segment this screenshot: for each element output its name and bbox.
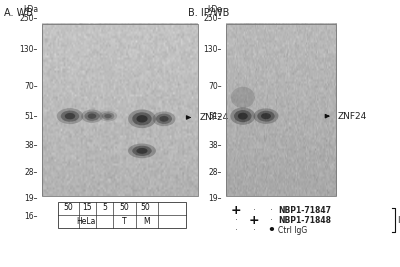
Text: ·: · [270, 205, 273, 215]
Text: 16–: 16– [24, 212, 38, 221]
Text: +: + [249, 214, 259, 227]
Text: 38–: 38– [208, 141, 222, 150]
Ellipse shape [57, 108, 83, 124]
Ellipse shape [231, 87, 255, 108]
Text: kDa: kDa [207, 5, 222, 14]
Text: 5: 5 [102, 203, 107, 212]
Text: 70–: 70– [208, 82, 222, 91]
Text: T: T [122, 217, 127, 226]
Ellipse shape [136, 115, 148, 123]
Ellipse shape [84, 112, 100, 121]
Text: 50: 50 [120, 203, 129, 212]
Text: ·: · [234, 225, 238, 235]
Text: NBP1-71847: NBP1-71847 [278, 206, 331, 215]
Ellipse shape [102, 112, 114, 120]
Ellipse shape [238, 113, 248, 120]
Text: 19–: 19– [24, 194, 38, 203]
Text: ZNF24: ZNF24 [338, 112, 367, 121]
Text: ·: · [252, 225, 256, 235]
Ellipse shape [152, 111, 176, 126]
Text: ·: · [270, 215, 273, 225]
Text: ·: · [234, 215, 238, 225]
Ellipse shape [88, 113, 96, 119]
Text: Ctrl IgG: Ctrl IgG [278, 226, 307, 235]
Text: 130–: 130– [20, 45, 38, 54]
Text: M: M [144, 217, 150, 226]
Text: 38–: 38– [24, 141, 38, 150]
Text: HeLa: HeLa [76, 217, 95, 226]
Ellipse shape [136, 148, 148, 154]
Ellipse shape [99, 111, 117, 121]
Ellipse shape [61, 111, 79, 122]
Text: 15: 15 [82, 203, 92, 212]
Text: 250–: 250– [20, 14, 38, 23]
Text: 19–: 19– [208, 194, 222, 203]
Text: 51–: 51– [208, 112, 222, 121]
Ellipse shape [104, 114, 112, 118]
Text: 130–: 130– [204, 45, 222, 54]
Text: 28–: 28– [25, 168, 38, 177]
Text: +: + [231, 204, 241, 217]
Text: 50: 50 [140, 203, 150, 212]
Ellipse shape [159, 116, 169, 122]
Ellipse shape [156, 114, 172, 124]
Text: A. WB: A. WB [4, 8, 33, 18]
Ellipse shape [132, 112, 152, 125]
Text: ·: · [252, 205, 256, 215]
Text: B. IP/WB: B. IP/WB [188, 8, 229, 18]
Bar [58, 202, 186, 228]
Ellipse shape [81, 109, 103, 123]
Ellipse shape [128, 144, 156, 158]
Bar [226, 24, 336, 196]
Text: 28–: 28– [209, 168, 222, 177]
Text: ZNF24: ZNF24 [200, 113, 229, 122]
Bar [42, 24, 198, 196]
Ellipse shape [254, 108, 278, 124]
Text: 51–: 51– [24, 112, 38, 121]
Ellipse shape [257, 111, 275, 121]
Text: kDa: kDa [23, 5, 38, 14]
Text: NBP1-71848: NBP1-71848 [278, 216, 331, 225]
Ellipse shape [261, 113, 271, 119]
Ellipse shape [230, 107, 255, 125]
Text: 70–: 70– [24, 82, 38, 91]
Ellipse shape [132, 146, 152, 156]
Text: •: • [267, 224, 275, 237]
Text: 250–: 250– [204, 14, 222, 23]
Text: 50: 50 [64, 203, 73, 212]
Ellipse shape [234, 110, 252, 122]
Ellipse shape [65, 113, 75, 119]
Text: IP: IP [397, 216, 400, 225]
Ellipse shape [128, 109, 156, 128]
